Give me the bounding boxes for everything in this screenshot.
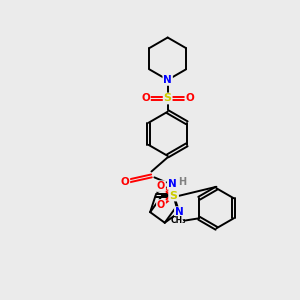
Text: N: N [168,179,176,189]
Text: N: N [169,190,178,200]
Text: N: N [175,207,184,217]
Text: O: O [157,200,165,210]
Text: N: N [163,75,172,85]
Text: S: S [169,190,177,200]
Text: O: O [185,94,194,103]
Text: S: S [164,94,172,103]
Text: O: O [141,94,150,103]
Text: CH₃: CH₃ [170,216,186,225]
Text: O: O [121,177,129,187]
Text: H: H [178,177,187,188]
Text: O: O [157,181,165,191]
